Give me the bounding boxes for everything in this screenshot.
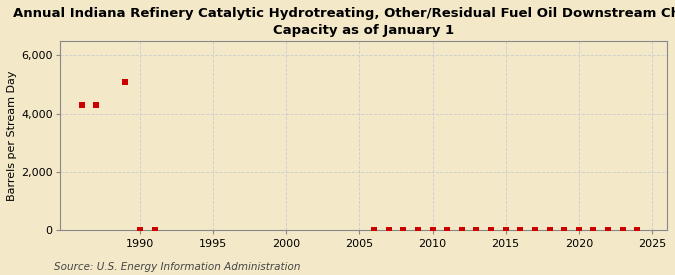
Point bbox=[412, 228, 423, 233]
Point bbox=[369, 228, 379, 233]
Point bbox=[559, 228, 570, 233]
Point bbox=[588, 228, 599, 233]
Point bbox=[603, 228, 614, 233]
Y-axis label: Barrels per Stream Day: Barrels per Stream Day bbox=[7, 70, 17, 201]
Point bbox=[500, 228, 511, 233]
Point bbox=[442, 228, 453, 233]
Point bbox=[135, 228, 146, 233]
Point bbox=[456, 228, 467, 233]
Point bbox=[529, 228, 540, 233]
Point bbox=[485, 228, 496, 233]
Point bbox=[383, 228, 394, 233]
Point bbox=[544, 228, 555, 233]
Point bbox=[398, 228, 409, 233]
Point bbox=[573, 228, 584, 233]
Point bbox=[471, 228, 482, 233]
Point bbox=[515, 228, 526, 233]
Title: Annual Indiana Refinery Catalytic Hydrotreating, Other/Residual Fuel Oil Downstr: Annual Indiana Refinery Catalytic Hydrot… bbox=[13, 7, 675, 37]
Point bbox=[632, 228, 643, 233]
Point bbox=[76, 103, 87, 107]
Point bbox=[91, 103, 102, 107]
Point bbox=[120, 79, 131, 84]
Point bbox=[427, 228, 438, 233]
Point bbox=[617, 228, 628, 233]
Point bbox=[149, 228, 160, 233]
Text: Source: U.S. Energy Information Administration: Source: U.S. Energy Information Administ… bbox=[54, 262, 300, 272]
